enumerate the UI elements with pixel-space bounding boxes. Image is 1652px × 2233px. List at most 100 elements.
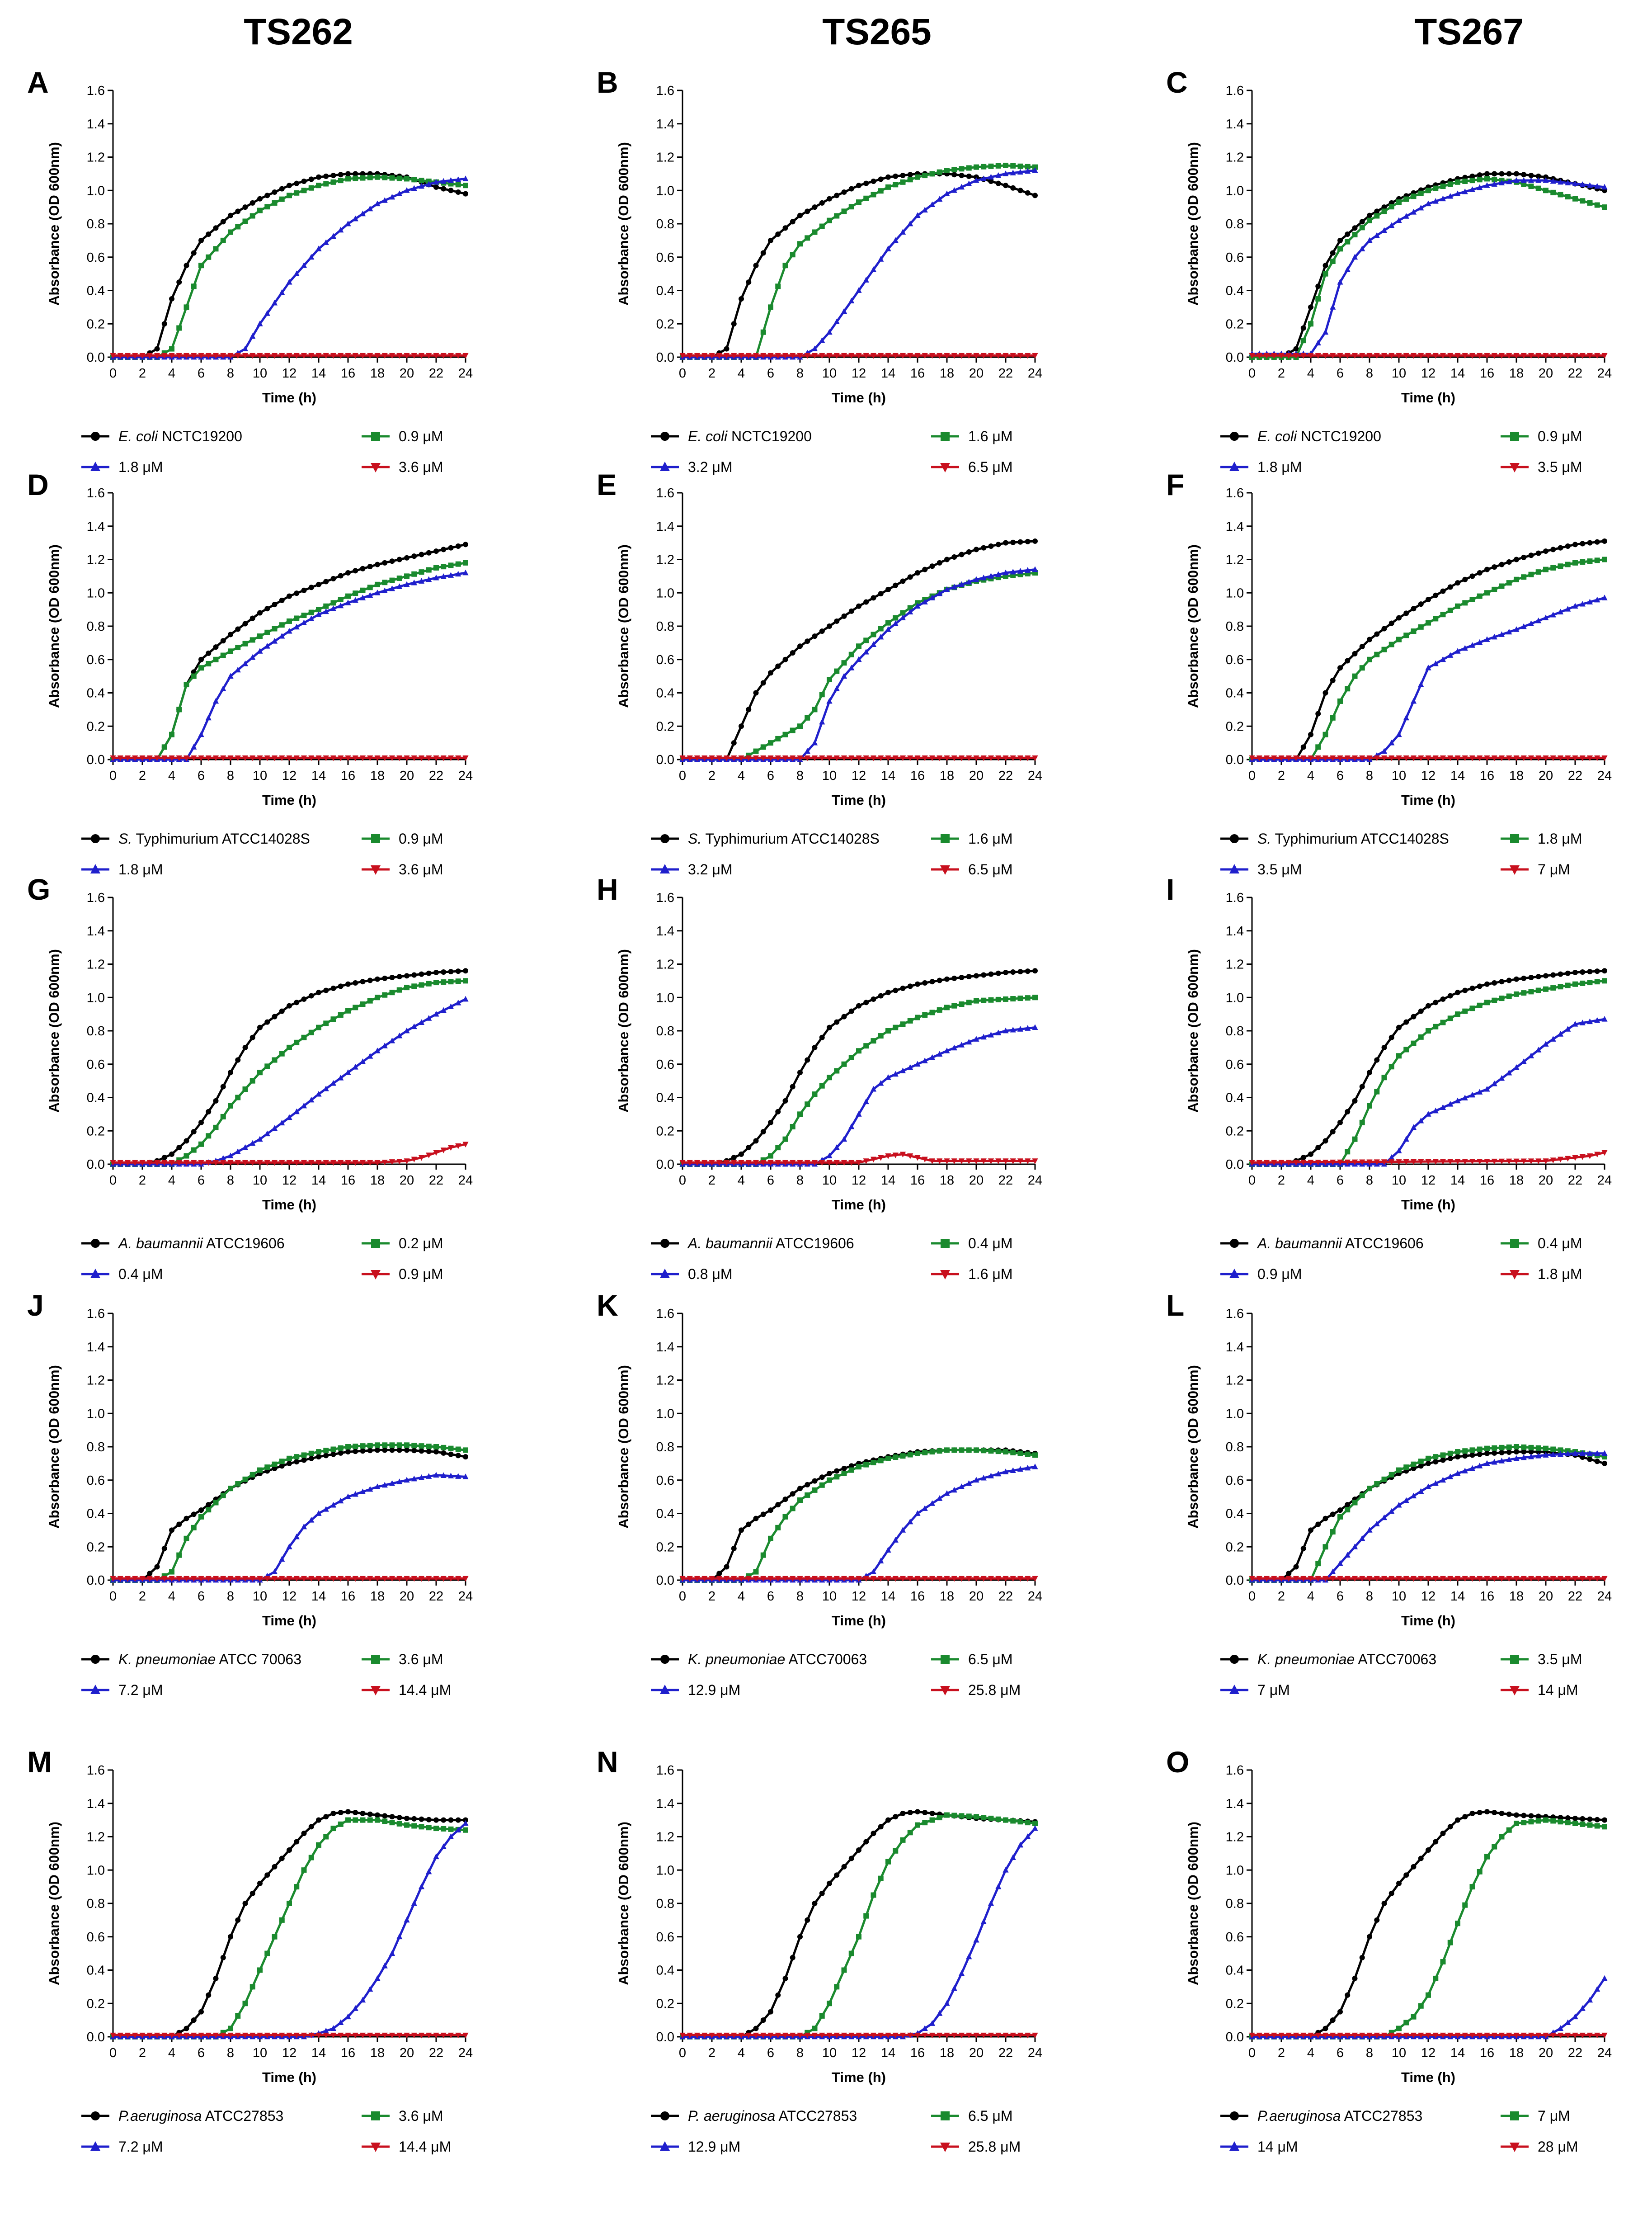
data-point-l-3 xyxy=(1351,1576,1358,1582)
panel-letter-k: K xyxy=(597,1289,618,1322)
data-point-g-3 xyxy=(117,1160,123,1166)
data-point-o-0 xyxy=(1426,1847,1431,1853)
data-point-b-0 xyxy=(790,219,795,225)
legend-item-j-1: 3.6 μM xyxy=(362,1651,443,1667)
data-point-i-3 xyxy=(1285,1160,1292,1166)
data-point-f-2 xyxy=(1565,606,1571,612)
x-tick-label-c: 0 xyxy=(1248,366,1256,381)
data-point-h-1 xyxy=(812,1091,818,1097)
data-point-c-1 xyxy=(1403,196,1409,202)
data-point-i-3 xyxy=(1447,1159,1454,1165)
data-point-l-1 xyxy=(1367,1486,1372,1492)
data-point-e-0 xyxy=(871,595,876,601)
data-point-j-1 xyxy=(426,1444,432,1449)
legend-marker-o-3 xyxy=(1510,2143,1520,2152)
data-point-f-1 xyxy=(1594,557,1600,563)
data-point-c-2 xyxy=(1359,245,1365,251)
data-point-n-0 xyxy=(922,1810,928,1816)
data-point-g-1 xyxy=(433,980,439,986)
data-point-a-3 xyxy=(374,353,381,359)
x-tick-label-i: 12 xyxy=(1421,1173,1435,1188)
data-point-l-0 xyxy=(1594,1459,1600,1464)
data-point-i-3 xyxy=(1557,1157,1564,1163)
data-point-e-2 xyxy=(1017,568,1024,574)
chart-panel-d: D0.00.20.40.60.81.01.21.41.60 2 4 6 8 10 12 14 1… xyxy=(27,468,473,878)
data-point-b-2 xyxy=(1032,167,1038,173)
data-point-h-0 xyxy=(944,976,950,982)
data-point-o-0 xyxy=(1433,1839,1439,1845)
data-point-g-0 xyxy=(235,1057,241,1063)
data-point-a-2 xyxy=(286,279,292,285)
data-point-j-0 xyxy=(375,1447,380,1453)
data-point-c-0 xyxy=(1521,172,1527,178)
x-tick-label-o: 22 xyxy=(1568,2046,1582,2060)
series-b-0 xyxy=(680,171,1038,360)
legend-marker-m-2 xyxy=(90,2141,100,2151)
data-point-g-0 xyxy=(338,983,344,989)
data-point-j-2 xyxy=(323,1506,329,1512)
data-point-f-0 xyxy=(1462,576,1468,582)
data-point-e-3 xyxy=(988,755,994,761)
series-b-1 xyxy=(680,162,1038,360)
y-tick-label-j: 1.6 xyxy=(87,1307,105,1321)
data-point-h-1 xyxy=(929,1010,935,1015)
data-point-h-2 xyxy=(848,1123,855,1129)
x-tick-label-g: 4 xyxy=(168,1173,175,1188)
data-point-m-0 xyxy=(330,1810,336,1816)
data-point-j-3 xyxy=(176,1576,182,1582)
y-tick-label-n: 0.6 xyxy=(656,1930,674,1945)
data-point-g-0 xyxy=(264,1019,270,1025)
data-point-f-3 xyxy=(1381,755,1388,761)
x-tick-label-a: 0 xyxy=(109,366,117,381)
data-point-l-1 xyxy=(1506,1444,1512,1450)
data-point-f-2 xyxy=(1440,656,1446,662)
data-point-c-1 xyxy=(1447,181,1453,187)
data-point-c-3 xyxy=(1594,353,1600,359)
data-point-m-2 xyxy=(418,1883,425,1889)
data-point-d-0 xyxy=(382,560,388,566)
data-point-h-3 xyxy=(738,1160,744,1166)
data-point-e-3 xyxy=(944,755,950,761)
data-point-h-2 xyxy=(1032,1024,1038,1030)
x-tick-label-l: 10 xyxy=(1392,1589,1406,1604)
data-point-g-3 xyxy=(404,1158,410,1164)
data-point-b-1 xyxy=(871,192,876,198)
data-point-l-3 xyxy=(1366,1576,1373,1582)
x-tick-label-c: 2 xyxy=(1278,366,1285,381)
x-tick-label-d: 0 xyxy=(109,769,117,783)
data-point-b-2 xyxy=(826,329,833,335)
data-point-f-0 xyxy=(1403,610,1409,616)
series-line-k-2 xyxy=(682,1465,1035,1582)
data-point-d-0 xyxy=(419,552,424,557)
x-tick-label-f: 8 xyxy=(1366,769,1373,783)
data-point-d-0 xyxy=(375,562,380,567)
data-point-g-1 xyxy=(249,1078,255,1084)
data-point-d-3 xyxy=(352,755,358,761)
data-point-o-1 xyxy=(1418,2003,1424,2009)
data-point-g-3 xyxy=(293,1160,300,1166)
series-line-h-1 xyxy=(682,996,1035,1166)
data-point-b-1 xyxy=(841,208,847,214)
data-point-d-2 xyxy=(220,685,226,691)
data-point-o-3 xyxy=(1469,2032,1476,2039)
x-tick-label-k: 20 xyxy=(969,1589,984,1604)
data-point-c-2 xyxy=(1601,184,1608,190)
data-point-o-1 xyxy=(1426,1992,1431,1998)
legend-item-j-0: K. pneumoniae ATCC 70063 xyxy=(81,1651,301,1667)
series-line-m-0 xyxy=(113,1810,466,2038)
data-point-g-1 xyxy=(235,1095,241,1100)
legend-marker-i-1 xyxy=(1510,1239,1519,1248)
data-point-g-2 xyxy=(279,1119,285,1126)
x-tick-label-a: 12 xyxy=(282,366,297,381)
data-point-h-3 xyxy=(951,1158,957,1164)
y-tick-label-g: 0.2 xyxy=(87,1124,105,1138)
legend-label-i-2: 0.9 μM xyxy=(1257,1266,1302,1282)
x-tick-label-l: 24 xyxy=(1597,1589,1612,1604)
data-point-l-1 xyxy=(1543,1445,1548,1451)
series-o-0 xyxy=(1249,1809,1607,2039)
data-point-i-0 xyxy=(1418,1008,1424,1014)
data-point-m-2 xyxy=(389,1950,395,1956)
data-point-b-0 xyxy=(856,183,861,189)
data-point-f-1 xyxy=(1521,574,1527,580)
data-point-b-3 xyxy=(731,353,737,359)
